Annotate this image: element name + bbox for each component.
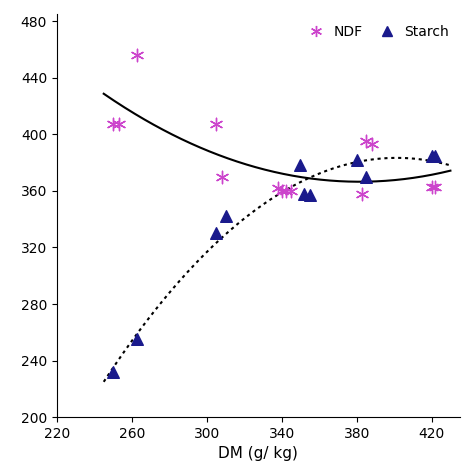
Point — [362, 173, 370, 181]
Point — [109, 368, 117, 376]
Point — [362, 137, 370, 145]
Point — [218, 173, 226, 181]
Point — [428, 183, 436, 191]
Point — [212, 229, 220, 237]
X-axis label: DM (g/ kg): DM (g/ kg) — [219, 447, 298, 461]
Point — [278, 187, 285, 195]
Point — [301, 190, 308, 198]
Point — [134, 51, 141, 59]
Point — [222, 212, 229, 220]
Point — [287, 187, 295, 195]
Point — [115, 121, 122, 128]
Point — [109, 121, 117, 128]
Point — [297, 162, 304, 169]
Point — [274, 184, 282, 192]
Point — [212, 121, 220, 128]
Legend: NDF, Starch: NDF, Starch — [299, 21, 453, 44]
Point — [368, 140, 375, 148]
Point — [282, 187, 289, 195]
Point — [353, 156, 361, 164]
Point — [432, 183, 439, 191]
Point — [428, 152, 436, 159]
Point — [134, 336, 141, 343]
Point — [432, 152, 439, 159]
Point — [358, 190, 366, 198]
Point — [306, 191, 314, 199]
